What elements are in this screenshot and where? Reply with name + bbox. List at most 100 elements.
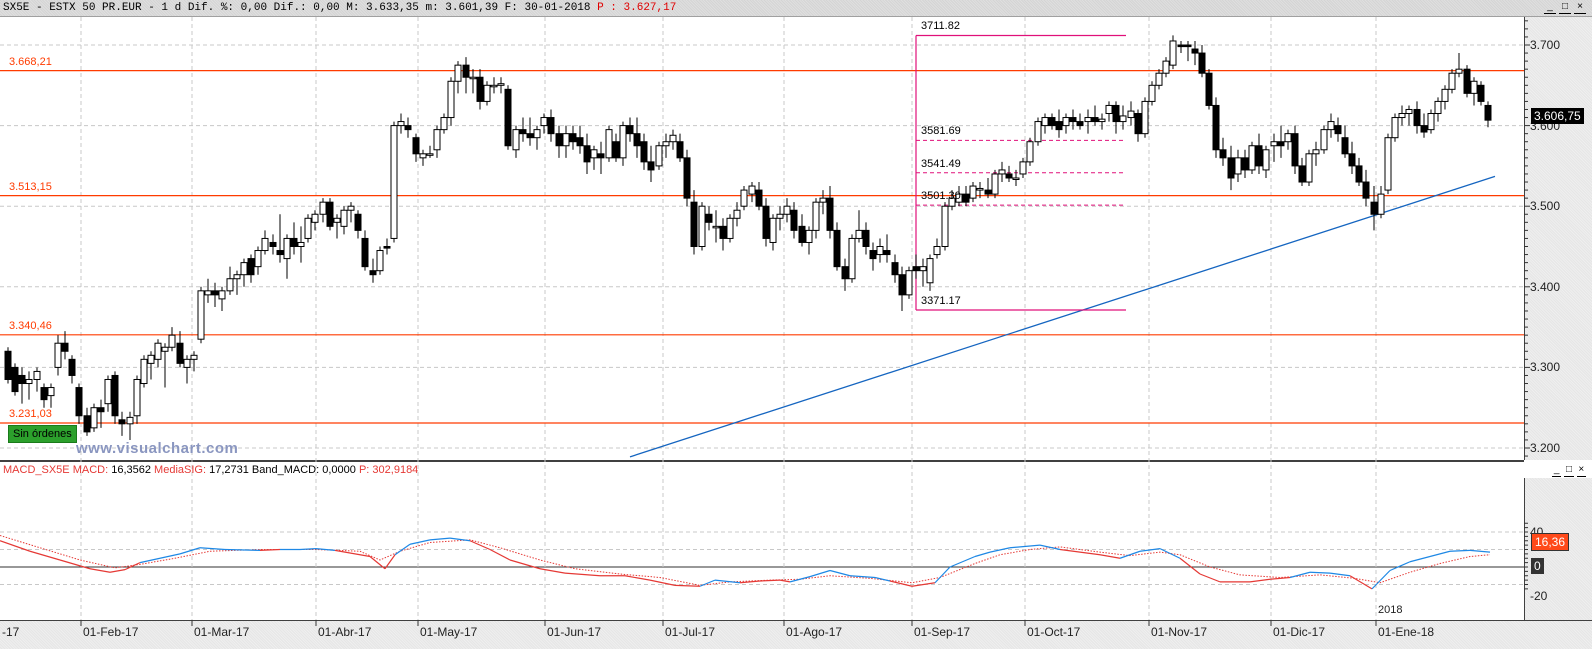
bearish-candle: [1212, 104, 1220, 151]
bullish-candle: [447, 80, 455, 119]
bullish-candle: [819, 197, 827, 203]
bullish-candle: [619, 125, 627, 159]
minimize-button[interactable]: _: [1544, 1, 1556, 14]
bullish-candle: [1084, 117, 1092, 123]
bullish-candle: [154, 342, 162, 360]
bearish-candle: [633, 133, 641, 147]
macd-line: [1119, 550, 1141, 559]
bullish-candle: [805, 229, 813, 243]
macd-indicator-name: MACD_SX5E: [3, 464, 70, 476]
bearish-candle: [555, 133, 563, 147]
date-tick-label: 01-Abr-17: [318, 625, 372, 639]
macd-line: [1309, 571, 1331, 574]
macd-line: [0, 540, 31, 552]
time-axis[interactable]: [0, 620, 1592, 649]
bullish-candle: [190, 354, 198, 360]
macd-line: [789, 576, 811, 583]
bullish-candle: [490, 84, 498, 88]
bearish-candle: [898, 274, 906, 296]
bearish-candle: [569, 133, 577, 143]
bullish-candle: [1312, 149, 1320, 155]
bearish-candle: [1484, 104, 1492, 121]
bearish-candle: [354, 213, 362, 231]
bullish-candle: [605, 129, 613, 159]
macd-close-button[interactable]: ×: [1576, 464, 1586, 477]
price-axis[interactable]: [1524, 17, 1592, 460]
bullish-candle: [590, 149, 598, 159]
bearish-candle: [369, 270, 377, 276]
bearish-candle: [269, 241, 277, 248]
bearish-candle: [755, 189, 763, 207]
bearish-candle: [1277, 141, 1285, 147]
bearish-candle: [1091, 117, 1099, 123]
macd-maximize-button[interactable]: □: [1564, 464, 1574, 477]
title-text: SX5E - ESTX 50 PR.EUR - 1 d Dif. %: 0,00…: [3, 2, 677, 14]
bearish-candle: [1048, 117, 1056, 127]
macd-line: [1249, 578, 1271, 583]
date-tick-label: 01-Oct-17: [1027, 625, 1081, 639]
bullish-candle: [1320, 129, 1328, 151]
bearish-candle: [61, 342, 69, 352]
bearish-candle: [462, 64, 470, 78]
bearish-candle: [1134, 113, 1142, 135]
bullish-candle: [740, 189, 748, 207]
bullish-candle: [261, 237, 269, 252]
macd-line: [1371, 570, 1391, 590]
macd-line: [1389, 561, 1411, 572]
bearish-candle: [83, 415, 91, 433]
bullish-candle: [390, 125, 398, 239]
macd-line: [1269, 576, 1291, 580]
bearish-candle: [1205, 72, 1213, 106]
bearish-candle: [1291, 133, 1299, 167]
bullish-candle: [712, 225, 720, 229]
macd-line: [1199, 573, 1221, 583]
bullish-candle: [976, 187, 984, 191]
price-tick-label: 3.300: [1530, 360, 1561, 375]
year-marker: 2018: [1378, 604, 1403, 616]
bullish-candle: [1034, 121, 1042, 143]
bullish-candle: [133, 378, 141, 417]
title-price: P : 3.627,17: [597, 2, 677, 14]
macd-line: [779, 579, 791, 583]
bullish-candle: [1141, 100, 1149, 135]
macd-line: [889, 580, 913, 587]
date-tick-label: 01-Feb-17: [83, 625, 139, 639]
macd-line: [299, 548, 317, 551]
maximize-button[interactable]: □: [1559, 1, 1571, 14]
bearish-candle: [676, 141, 684, 159]
bullish-candle: [297, 241, 305, 248]
bullish-candle: [104, 378, 112, 405]
bullish-candle: [905, 270, 913, 296]
bearish-candle: [75, 387, 83, 417]
bullish-candle: [1162, 60, 1170, 74]
macd-line: [179, 547, 201, 555]
date-tick-label: 01-Sep-17: [914, 625, 971, 639]
macd-minimize-button[interactable]: _: [1552, 464, 1562, 477]
macd-line: [539, 568, 566, 574]
bullish-candle: [955, 193, 963, 203]
band-value: 0,0000: [322, 464, 356, 476]
close-button[interactable]: ×: [1574, 1, 1586, 14]
price-tick-label: 3.500: [1530, 199, 1561, 214]
bearish-candle: [647, 161, 655, 171]
bullish-candle: [533, 129, 541, 139]
bullish-candle: [748, 185, 756, 195]
bullish-candle: [926, 258, 934, 284]
bullish-candle: [426, 153, 434, 156]
bullish-candle: [1405, 108, 1413, 115]
bullish-candle: [233, 274, 241, 280]
macd-line: [714, 579, 741, 584]
bearish-candle: [1463, 68, 1471, 94]
macd-value: 16,3562: [111, 464, 151, 476]
bearish-candle: [211, 290, 219, 296]
bearish-candle: [1219, 149, 1227, 159]
macd-line: [624, 575, 651, 581]
orders-status-badge[interactable]: Sin órdenes: [8, 425, 77, 443]
macd-line: [315, 548, 336, 551]
bearish-candle: [118, 419, 126, 425]
price-tick-label: 3.700: [1530, 38, 1561, 52]
bearish-candle: [705, 213, 713, 223]
bullish-candle: [1427, 113, 1435, 131]
bullish-candle: [90, 407, 98, 429]
